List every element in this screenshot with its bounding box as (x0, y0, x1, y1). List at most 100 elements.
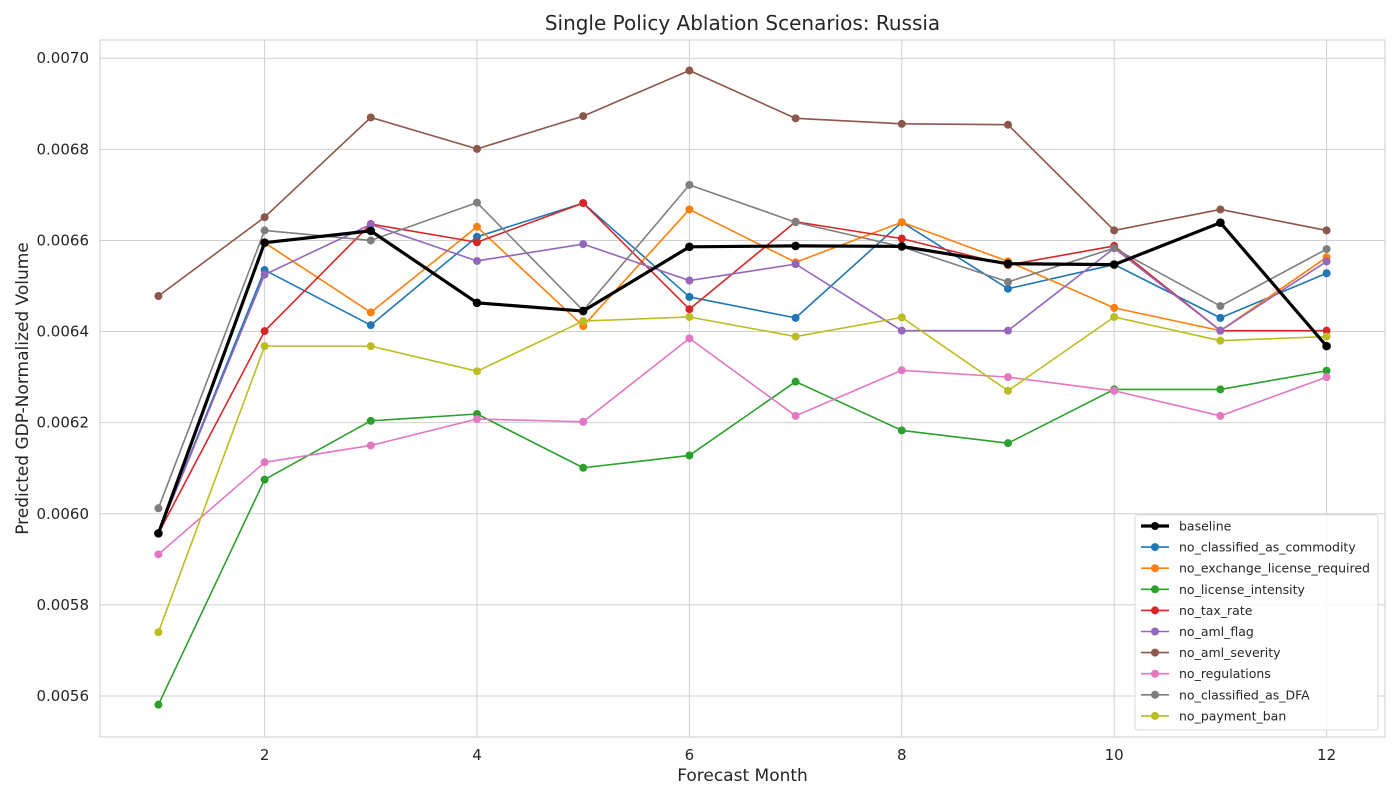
data-point (685, 276, 694, 285)
data-point (472, 298, 482, 308)
data-point (579, 417, 588, 426)
series-line-baseline (156, 221, 1328, 534)
legend-label: no_tax_rate (1179, 603, 1253, 618)
data-point (1110, 244, 1119, 253)
x-tick-label: 2 (260, 746, 270, 764)
data-point (685, 242, 694, 252)
series-baseline (154, 218, 1331, 538)
series-line-no-tax-rate (157, 202, 1327, 534)
legend-swatch-marker (1151, 711, 1159, 720)
data-point (897, 119, 906, 128)
y-tick-label: 0.0064 (37, 323, 90, 341)
data-point (579, 240, 588, 249)
data-point (1322, 226, 1331, 235)
data-point (260, 458, 269, 467)
data-point (1003, 386, 1012, 395)
data-point (473, 144, 482, 153)
data-point (260, 213, 269, 222)
data-point (1003, 439, 1012, 448)
data-point (1003, 284, 1012, 293)
data-point (685, 205, 694, 214)
data-point (366, 308, 375, 317)
data-point (897, 218, 906, 227)
legend-swatch-marker (1151, 648, 1159, 657)
data-point (579, 199, 588, 208)
data-point (366, 113, 375, 122)
data-point (366, 226, 376, 236)
data-point (1216, 411, 1225, 420)
data-point (791, 411, 800, 420)
data-point (1322, 332, 1331, 341)
data-point (154, 628, 163, 637)
legend-item-no-payment-ban: no_payment_ban (1141, 708, 1286, 723)
data-point (1322, 245, 1331, 254)
data-point (1322, 257, 1331, 266)
legend-label: baseline (1179, 519, 1232, 534)
legend-swatch-marker (1151, 585, 1159, 594)
data-point (897, 366, 906, 375)
data-point (579, 317, 588, 326)
y-tick-label: 0.0056 (37, 687, 90, 705)
tick-layer: 2 4 6 8 10 12 0.0056 0.0058 0.0060 0.0062 0.0064 0.… (37, 49, 1337, 764)
data-point (685, 334, 694, 343)
y-tick-label: 0.0058 (37, 596, 90, 614)
data-point (791, 313, 800, 322)
data-point (897, 326, 906, 335)
legend-item-no-regulations: no_regulations (1141, 666, 1271, 681)
x-axis-label: Forecast Month (677, 766, 808, 786)
grid-layer (100, 40, 1385, 737)
data-point (1003, 373, 1012, 382)
legend-swatch-marker (1151, 627, 1159, 636)
data-point (366, 342, 375, 351)
data-point (260, 327, 269, 336)
data-point (897, 234, 906, 243)
y-tick-label: 0.0066 (37, 231, 90, 249)
series-line-no-exchange-license-required (157, 208, 1328, 534)
data-point (366, 321, 375, 330)
data-point (897, 313, 906, 322)
data-point (366, 441, 375, 450)
y-tick-label: 0.0060 (37, 505, 90, 523)
data-point (579, 112, 588, 121)
data-point (685, 305, 694, 314)
data-point (1110, 386, 1119, 395)
data-point (685, 451, 694, 460)
data-point (1003, 120, 1012, 129)
legend-label: no_regulations (1179, 666, 1271, 681)
y-tick-label: 0.0062 (37, 414, 90, 432)
data-point (685, 312, 694, 321)
data-point (366, 416, 375, 425)
legend-swatch-marker (1151, 669, 1159, 678)
data-point (1216, 385, 1225, 394)
data-point (260, 342, 269, 351)
data-point (1322, 269, 1331, 278)
data-point (1109, 260, 1119, 269)
legend-label: no_payment_ban (1179, 708, 1286, 723)
data-point (791, 114, 800, 123)
series-line-no-classified-as-commodity (157, 202, 1327, 534)
series-no-regulations (154, 334, 1331, 559)
data-point (791, 241, 800, 251)
series-line-no-aml-severity (157, 69, 1327, 297)
legend-label: no_aml_flag (1179, 624, 1254, 639)
data-point (1216, 326, 1225, 335)
data-point (685, 180, 694, 189)
legend-label: no_license_intensity (1179, 582, 1305, 597)
data-point (473, 238, 482, 247)
data-point (1322, 366, 1331, 375)
data-point (473, 222, 482, 231)
data-point (260, 226, 269, 235)
legend: baseline no_classified_as_commodity no_exc… (1134, 514, 1379, 731)
data-point (791, 218, 800, 227)
data-point (685, 292, 694, 301)
data-point (1110, 226, 1119, 235)
data-point (260, 238, 269, 248)
data-point (154, 292, 163, 301)
data-point (1322, 341, 1331, 351)
series-line-no-payment-ban (157, 316, 1327, 633)
data-point (1322, 326, 1331, 335)
x-tick-label: 10 (1105, 746, 1124, 764)
legend-label: no_classified_as_DFA (1179, 687, 1310, 702)
data-point (791, 332, 800, 341)
